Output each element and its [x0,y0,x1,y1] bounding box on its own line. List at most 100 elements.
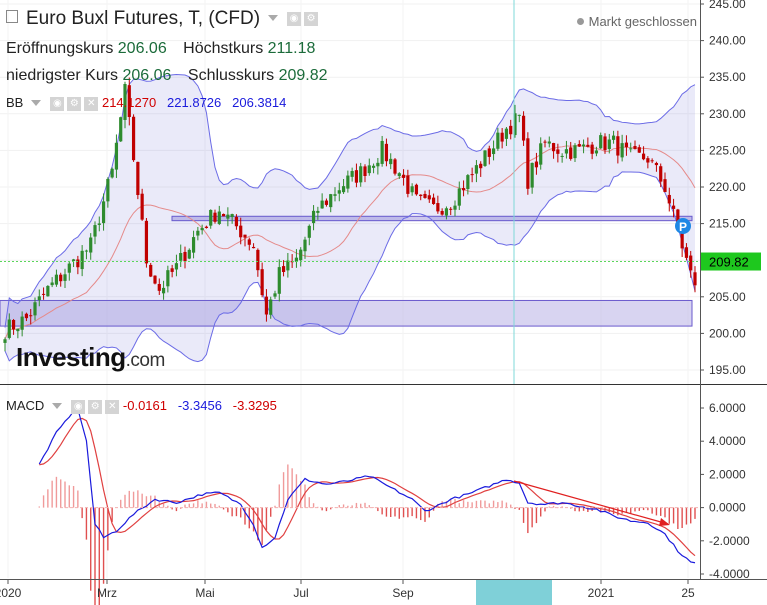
candle-body [406,175,410,194]
candle-body [410,186,414,193]
candle-body [346,175,350,189]
macd-y-tick-label: 0.0000 [709,501,746,515]
candle-body [530,162,534,188]
bb-fill [5,74,695,362]
candle-body [427,195,431,200]
candle-body [11,319,16,330]
candle-body [359,166,363,183]
investing-logo: Investing.com [16,342,165,372]
candle-body [264,296,269,315]
candle-body [24,313,29,319]
grid [0,0,700,578]
macd-eye-icon[interactable]: ◉ [71,399,86,414]
x-tick-label: Jul [293,586,308,600]
candle-body [654,162,659,166]
candle-body [303,239,307,252]
candle-body [603,136,607,151]
marker-p-label: P [679,220,687,234]
candle-body [226,214,230,219]
candle-body [243,234,247,238]
candle-body [294,257,299,262]
candle-body [33,302,37,316]
candle-body [594,150,599,154]
candle-body [526,138,530,189]
y-tick-label: 230.00 [709,107,746,121]
macd-label: MACD [6,398,45,413]
candle-body [461,188,466,191]
candle-body [650,160,654,162]
bb-lower [4,171,696,363]
candle-body [71,259,76,261]
candle-body [620,143,624,158]
candle-body [311,210,316,224]
macd-value-3: -3.3295 [232,398,277,413]
candle-body [29,315,33,317]
candle-body [153,275,157,284]
candle-body [376,162,380,167]
candle-body [521,115,526,141]
y-tick-label: 205.00 [709,290,746,304]
candle-body [671,205,676,209]
candle-body [136,161,140,196]
candle-body [419,194,423,197]
macd-y-tick-label: 2.0000 [709,467,746,481]
candle-body [196,230,200,236]
candle-body [329,194,333,208]
candle-body [127,85,131,118]
candle-body [659,166,663,182]
y-tick-label: 225.00 [709,143,746,157]
candle-body [684,247,689,258]
candle-body [569,147,573,159]
candle-body [131,116,136,161]
divergence-arrow [513,480,669,525]
candle-body [260,269,264,296]
candle-body [423,193,427,198]
candle-body [50,282,54,286]
candle-body [667,194,671,204]
candle-body [513,113,517,136]
candle-body [389,158,393,165]
candle-body [401,174,406,178]
candle-body [491,148,496,155]
candle-body [607,139,611,150]
candle-body [354,170,359,183]
candle-body [157,283,161,291]
candle-body [281,266,286,272]
candle-body [479,163,483,169]
macd-gear-icon[interactable]: ⚙ [88,399,103,414]
candle-body [483,150,487,166]
candle-body [324,200,329,205]
candle-body [633,146,637,150]
candle-body [140,193,144,220]
candle-body [586,144,590,147]
candle-body [440,210,444,215]
macd-y-tick-label: -2.0000 [709,534,750,548]
y-tick-label: 245.00 [709,0,746,11]
candle-body [286,260,290,271]
candle-body [213,212,217,222]
candle-body [161,287,166,294]
candle-body [556,149,560,154]
candle-body [110,168,114,178]
candle-body [114,142,119,170]
candle-body [41,293,46,295]
candle-body [191,237,196,253]
candle-body [123,83,127,120]
macd-y-tick-label: 4.0000 [709,434,746,448]
candle-body [384,143,389,162]
y-tick-label: 235.00 [709,70,746,84]
candle-body [63,274,67,281]
candle-body [179,253,183,261]
candle-body [504,128,509,139]
candle-body [106,178,110,202]
candle-body [316,210,320,213]
candle-body [581,144,586,147]
candle-body [624,142,629,148]
candle-body [93,225,97,237]
x-tick-label: Mai [195,586,214,600]
macd-close-icon[interactable]: ✕ [105,399,120,414]
macd-chevron-down-icon[interactable] [52,402,63,409]
candle-body [431,197,436,204]
candle-body [277,267,281,294]
